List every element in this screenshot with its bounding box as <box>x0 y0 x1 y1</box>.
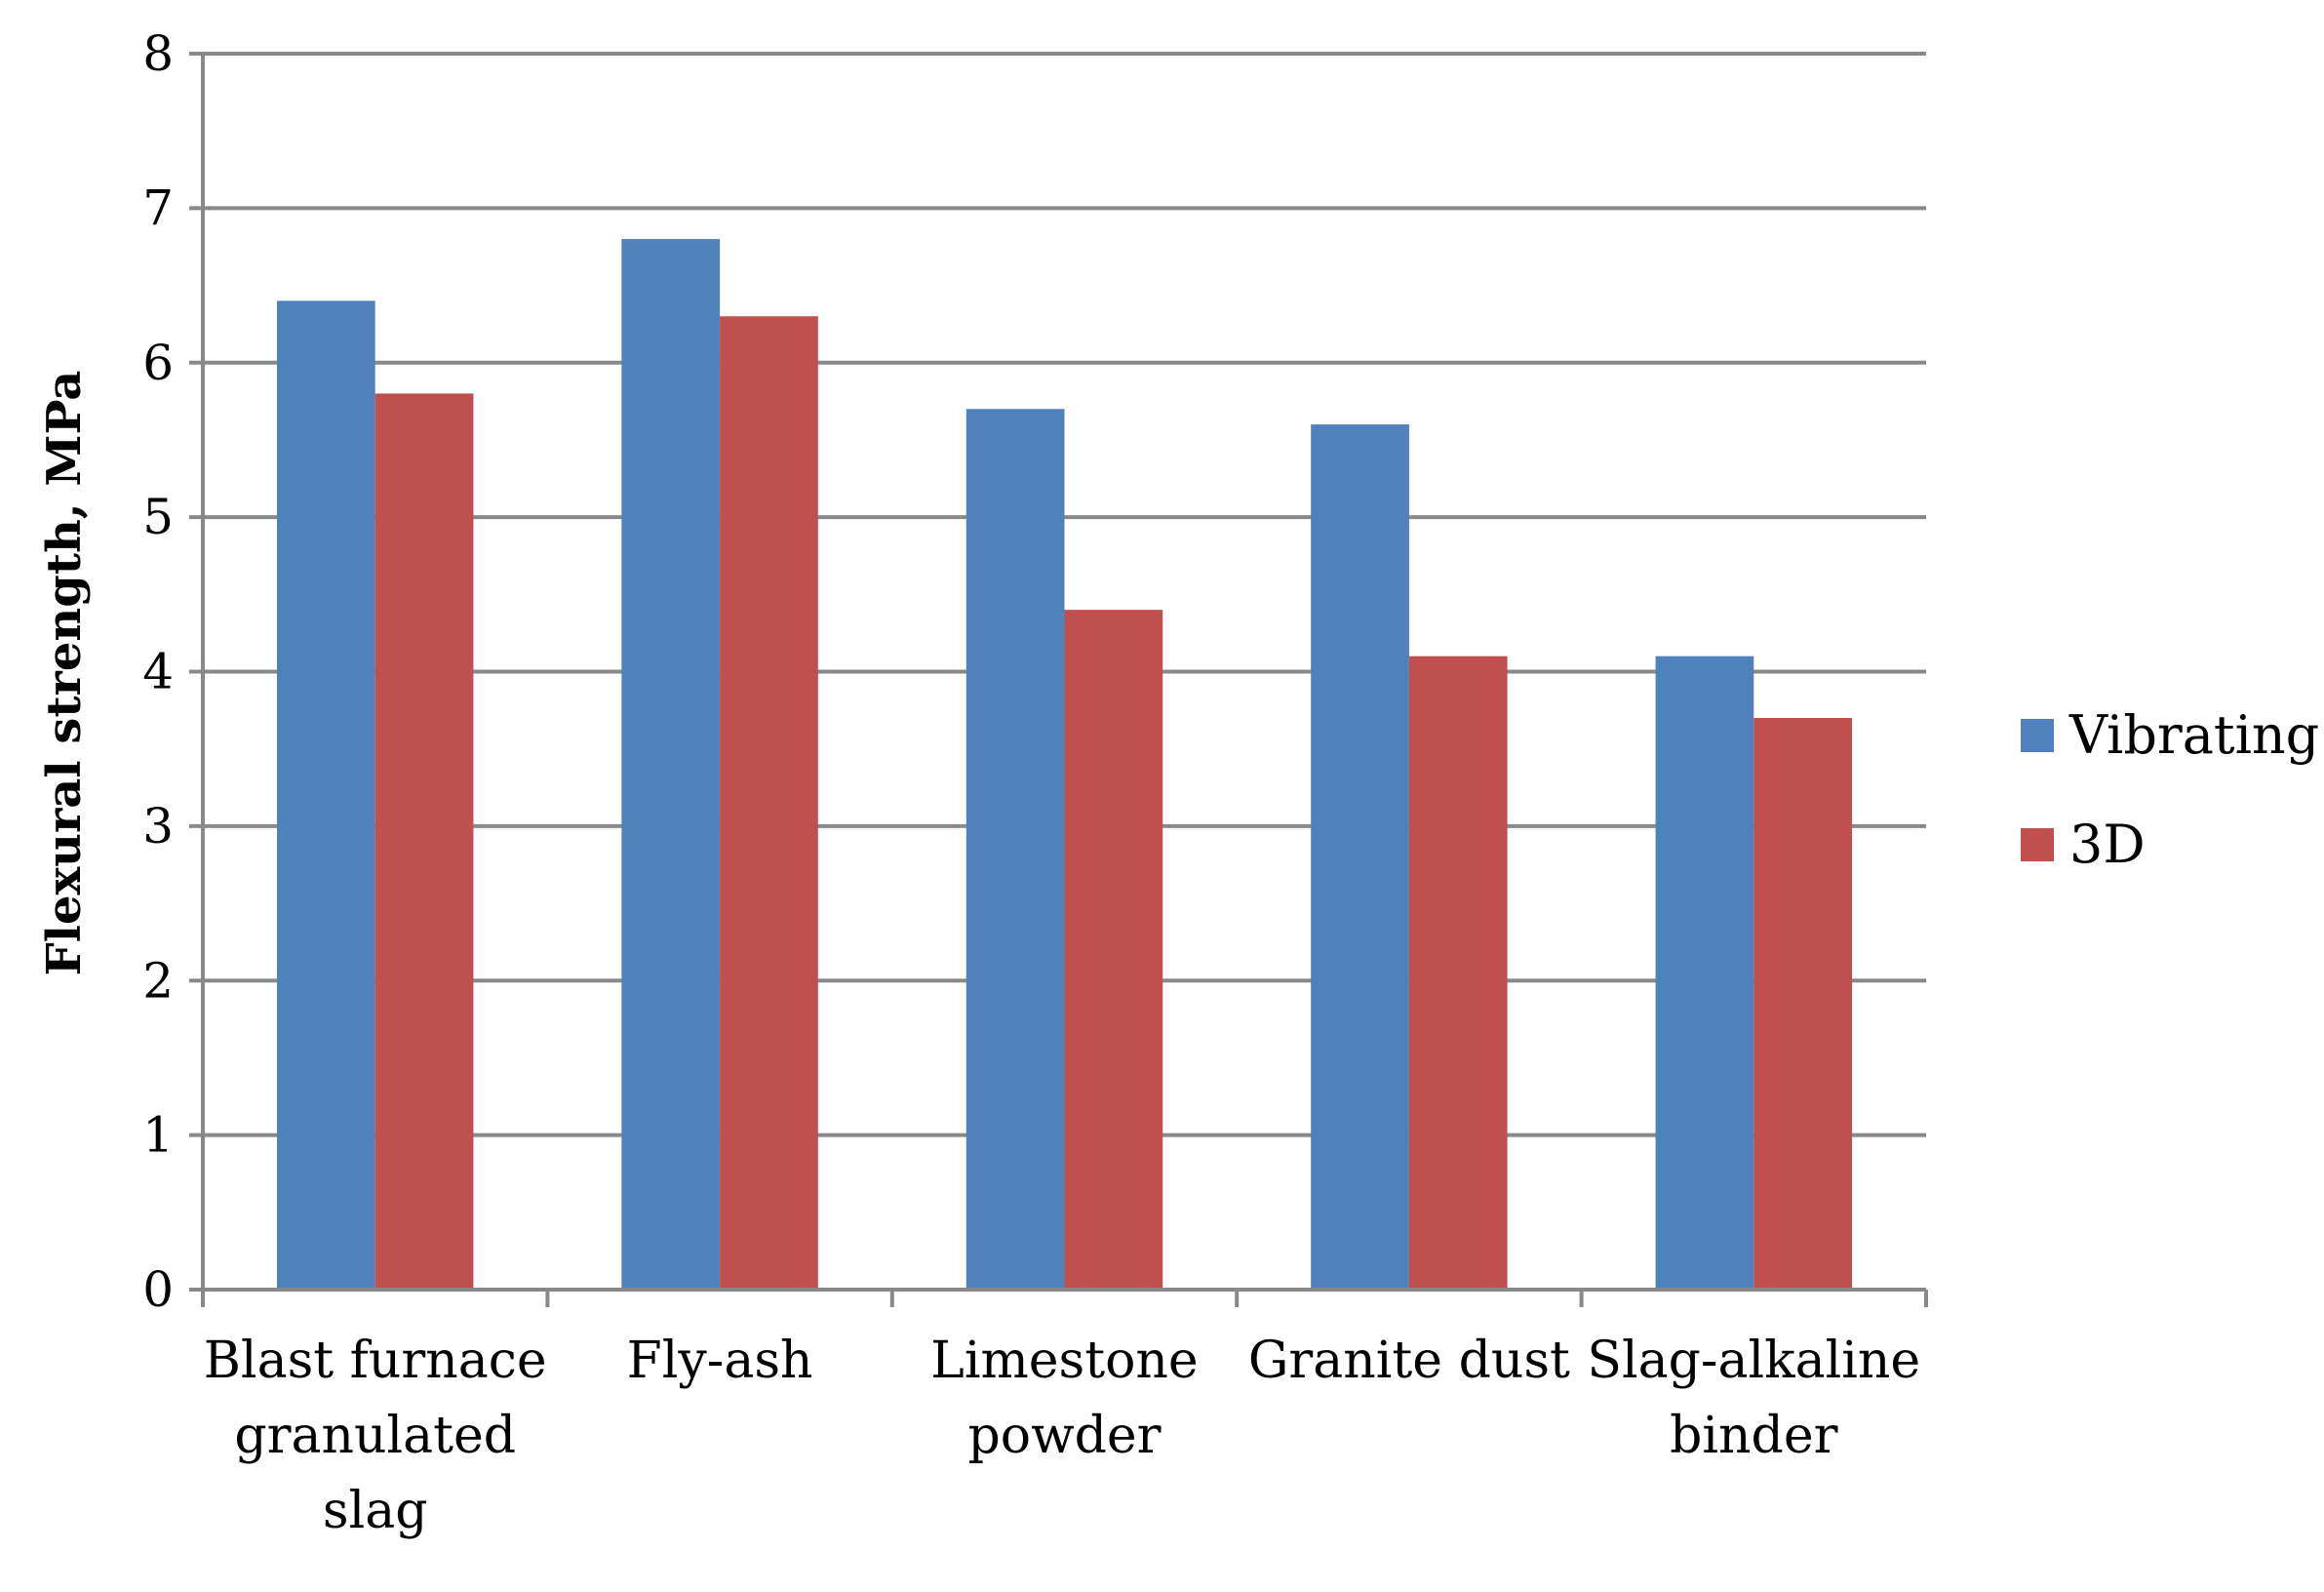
bar-3d <box>1064 610 1163 1290</box>
y-tick-label: 5 <box>142 489 174 545</box>
y-tick-label: 7 <box>142 179 174 236</box>
y-tick-label: 2 <box>142 952 174 1009</box>
bar-3d <box>374 393 474 1290</box>
bar-vibrating <box>1655 656 1754 1290</box>
bar-vibrating <box>276 300 375 1290</box>
y-tick-label: 8 <box>142 25 174 82</box>
legend-swatch-vibrating <box>2021 719 2054 752</box>
legend-label: 3D <box>2069 814 2146 875</box>
bar-vibrating <box>1311 424 1409 1291</box>
y-tick-label: 6 <box>142 335 174 391</box>
x-category-labels: Blast furnace granulated slag Fly-ash Limest… <box>204 1332 1920 1540</box>
y-tick-label: 4 <box>142 644 174 700</box>
x-category-label: Fly-ash <box>627 1332 813 1390</box>
y-tick-label: 1 <box>142 1107 174 1164</box>
legend-label: Vibrating <box>2068 704 2319 766</box>
y-tick-label: 0 <box>142 1261 174 1318</box>
legend: Vibrating 3D <box>2021 704 2319 875</box>
bar-vibrating <box>621 239 721 1290</box>
y-axis-label: Flexural strength, MPa <box>37 371 92 976</box>
x-category-label: Granite dust <box>1248 1332 1570 1390</box>
bar-3d <box>1753 718 1853 1290</box>
x-category-label: Limestone powder <box>930 1332 1198 1465</box>
bar-vibrating <box>965 409 1065 1290</box>
x-category-label: Blast furnace granulated slag <box>204 1332 547 1540</box>
y-tick-label: 3 <box>142 798 174 855</box>
bar-3d <box>720 316 818 1290</box>
bar-3d <box>1408 656 1508 1290</box>
y-tick-labels: 0 1 2 3 4 5 6 7 8 <box>142 25 174 1318</box>
x-category-label: Slag-alkaline binder <box>1587 1332 1920 1465</box>
axes <box>189 52 1928 1307</box>
bars <box>276 239 1853 1291</box>
legend-swatch-3d <box>2021 828 2054 861</box>
